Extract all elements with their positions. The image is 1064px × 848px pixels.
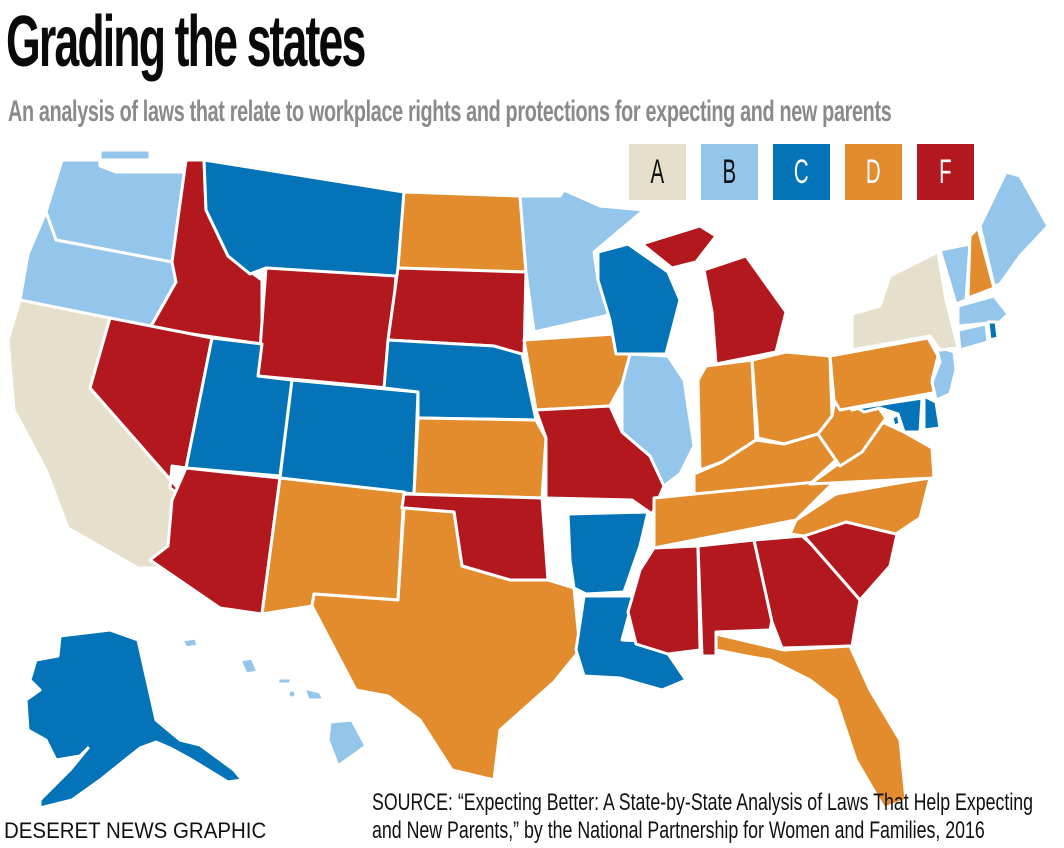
graphic-credit: DESERET NEWS GRAPHIC xyxy=(4,818,267,843)
state-KS[interactable] xyxy=(412,416,548,500)
legend-grade-a: A xyxy=(629,144,686,200)
page-subtitle: An analysis of laws that relate to workp… xyxy=(8,95,892,128)
state-FL[interactable] xyxy=(714,632,908,810)
state-NM[interactable] xyxy=(260,476,406,616)
state-AR[interactable] xyxy=(566,510,650,596)
state-IL[interactable] xyxy=(620,352,696,488)
state-MS[interactable] xyxy=(626,544,702,656)
state-NY[interactable] xyxy=(850,250,960,352)
state-NC[interactable] xyxy=(788,476,932,538)
state-AK[interactable] xyxy=(24,628,244,810)
state-HI[interactable] xyxy=(180,636,368,768)
page-title: Grading the states xyxy=(6,2,366,82)
state-WI[interactable] xyxy=(596,242,682,356)
state-DE[interactable] xyxy=(922,394,942,432)
state-CO[interactable] xyxy=(278,378,420,496)
state-CT[interactable] xyxy=(956,322,990,352)
state-MI[interactable] xyxy=(640,224,788,366)
state-ND[interactable] xyxy=(396,190,528,274)
state-MN[interactable] xyxy=(518,188,646,334)
source-line-2: and New Parents,” by the National Partne… xyxy=(372,817,985,844)
state-MT[interactable] xyxy=(202,158,406,282)
state-WY[interactable] xyxy=(256,266,398,390)
state-NJ[interactable] xyxy=(930,344,958,402)
legend-grade-b: B xyxy=(701,144,758,200)
source-line-1: SOURCE: “Expecting Better: A State-by-St… xyxy=(372,789,1034,816)
state-VT[interactable] xyxy=(938,242,972,306)
state-DC[interactable] xyxy=(890,412,902,428)
legend-grade-d: D xyxy=(845,144,902,200)
state-ME[interactable] xyxy=(978,170,1050,288)
legend-grade-f: F xyxy=(917,144,974,200)
source-citation: SOURCE: “Expecting Better: A State-by-St… xyxy=(372,789,1033,845)
state-RI[interactable] xyxy=(986,320,1000,342)
state-NH[interactable] xyxy=(966,226,996,300)
state-MA[interactable] xyxy=(956,294,1010,328)
state-TX[interactable] xyxy=(310,506,582,782)
legend-grade-c: C xyxy=(773,144,830,200)
grade-legend: A B C D F xyxy=(629,144,974,200)
state-TN[interactable] xyxy=(652,478,838,550)
